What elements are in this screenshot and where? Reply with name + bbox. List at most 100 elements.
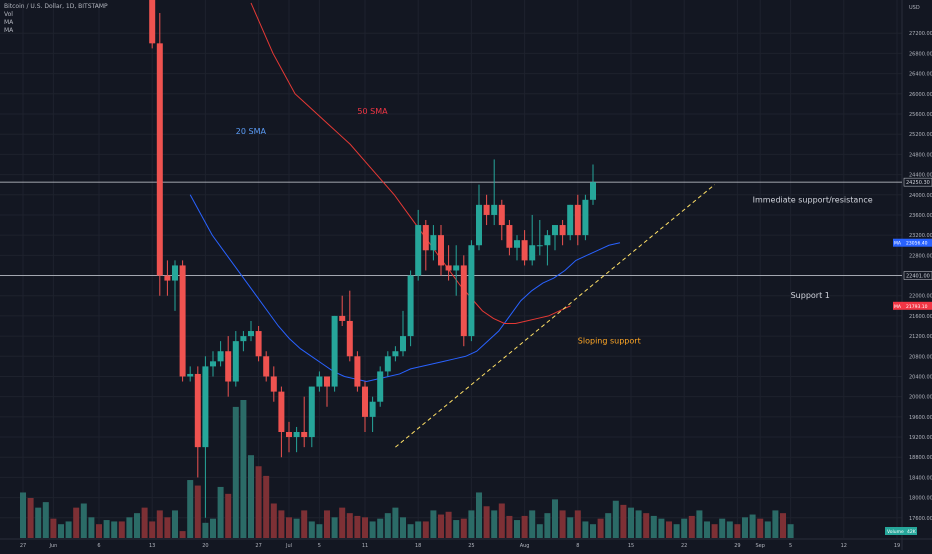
candle-body[interactable] (384, 356, 391, 372)
candle-body[interactable] (263, 356, 270, 377)
date-tick-label: 27 (20, 543, 26, 549)
candle-body[interactable] (324, 376, 330, 387)
candle-body[interactable] (552, 225, 558, 236)
candle-body[interactable] (438, 235, 444, 266)
candle-body[interactable] (400, 336, 406, 352)
candle-body[interactable] (453, 265, 460, 271)
candle-body[interactable] (354, 356, 361, 387)
candle-body[interactable] (514, 240, 520, 248)
candle-body[interactable] (544, 235, 551, 246)
volume-bar (263, 475, 270, 538)
candle-body[interactable] (232, 341, 239, 382)
candle-body[interactable] (210, 361, 216, 367)
candle-body[interactable] (559, 225, 566, 236)
volume-bar (742, 517, 748, 538)
candle-body[interactable] (483, 204, 490, 215)
sloping-support-line[interactable] (395, 184, 715, 448)
candle-body[interactable] (202, 366, 209, 448)
volume-bar (384, 513, 391, 538)
candle-body[interactable] (392, 351, 399, 357)
volume-bar (688, 515, 695, 538)
volume-bar (187, 480, 194, 538)
candle-body[interactable] (255, 331, 262, 357)
candle-body[interactable] (316, 376, 323, 387)
candle-body[interactable] (430, 235, 437, 251)
candle-body[interactable] (445, 265, 452, 271)
candle-body[interactable] (476, 204, 482, 246)
candle-body[interactable] (286, 432, 292, 438)
candle-body[interactable] (194, 373, 201, 448)
candle-body[interactable] (460, 265, 467, 337)
volume-bar (415, 521, 422, 538)
candle-body[interactable] (149, 0, 156, 44)
candle-body[interactable] (498, 204, 505, 226)
candle-body[interactable] (179, 265, 186, 377)
candle-body[interactable] (187, 373, 194, 377)
candle-body[interactable] (278, 391, 285, 432)
candle-body[interactable] (582, 199, 589, 236)
volume-bar (726, 521, 733, 538)
volume-bar (73, 507, 80, 538)
candle-body[interactable] (567, 204, 574, 236)
date-tick-label: 13 (149, 543, 155, 549)
candle-body[interactable] (164, 275, 171, 281)
volume-bar (293, 518, 300, 538)
volume-bar (286, 517, 292, 538)
price-tick-label: 17600.00 (909, 516, 932, 522)
volume-bar (331, 517, 338, 538)
volume-bar (255, 466, 262, 538)
candle-body[interactable] (377, 371, 384, 402)
volume-bar (772, 510, 779, 538)
candle-body[interactable] (339, 315, 346, 321)
candle-body[interactable] (217, 351, 224, 362)
volume-badge (885, 527, 917, 535)
volume-bar (50, 518, 57, 538)
candle-body[interactable] (590, 182, 596, 200)
price-tick-label: 26000.00 (909, 92, 932, 98)
candle-body[interactable] (574, 204, 581, 236)
price-tick-label: 20000.00 (909, 395, 932, 401)
candle-body[interactable] (248, 331, 254, 337)
candle-body[interactable] (225, 351, 232, 382)
candle-body[interactable] (407, 275, 414, 337)
volume-bar (103, 520, 110, 538)
candle-body[interactable] (301, 432, 308, 438)
candle-body[interactable] (369, 401, 376, 417)
volume-bar (552, 499, 558, 538)
candle-body[interactable] (422, 225, 429, 251)
candle-body[interactable] (468, 245, 475, 337)
candle-body[interactable] (521, 240, 528, 261)
volume-bar (278, 510, 285, 538)
date-tick-label: 6 (97, 543, 100, 549)
candle-body[interactable] (308, 386, 315, 438)
candle-body[interactable] (346, 320, 353, 357)
candle-body[interactable] (362, 386, 368, 417)
volume-bar (757, 518, 764, 538)
candle-body[interactable] (529, 245, 536, 261)
volume-bar (96, 524, 102, 538)
ma-badge-value: 21793.10 (906, 304, 928, 310)
date-tick-label: 12 (841, 543, 847, 549)
candle-body[interactable] (240, 336, 247, 342)
date-tick-label: 29 (734, 543, 740, 549)
candle-body[interactable] (270, 376, 277, 392)
candle-body[interactable] (536, 245, 543, 247)
candle-body[interactable] (293, 432, 300, 438)
candle-body[interactable] (156, 43, 163, 276)
volume-bar (339, 507, 346, 538)
volume-bar (491, 510, 498, 538)
candle-body[interactable] (506, 225, 513, 248)
candle-body[interactable] (415, 225, 422, 276)
volume-bar (635, 510, 642, 538)
candle-body[interactable] (331, 315, 338, 387)
volume-bar (582, 521, 589, 538)
volume-bar (711, 524, 718, 538)
date-tick-label: 11 (362, 543, 368, 549)
candle-body[interactable] (172, 265, 178, 281)
candle-body[interactable] (491, 204, 498, 215)
volume-bar (673, 524, 680, 538)
price-tick-label: 23200.00 (909, 233, 932, 239)
volume-bar (544, 513, 551, 538)
